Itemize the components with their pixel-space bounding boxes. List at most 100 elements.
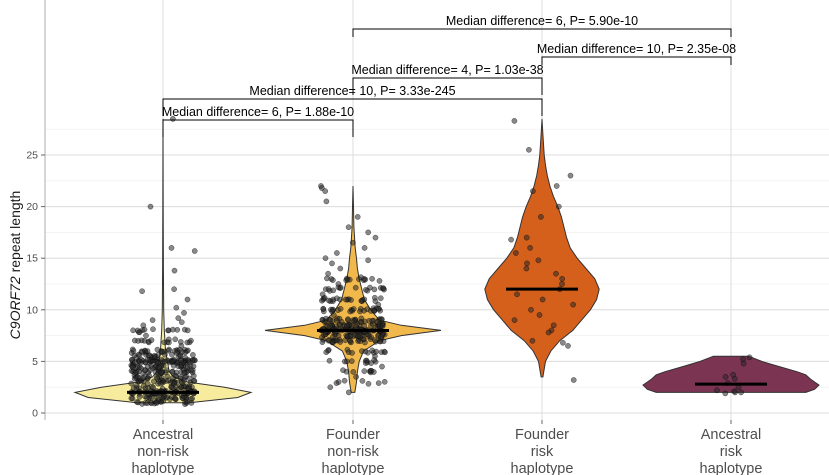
data-point xyxy=(155,396,162,403)
data-point xyxy=(329,260,335,267)
data-point xyxy=(511,317,518,323)
data-point xyxy=(323,198,330,205)
data-point xyxy=(371,294,378,301)
data-point xyxy=(149,317,156,323)
data-point xyxy=(186,385,192,392)
data-point xyxy=(322,188,329,194)
data-point xyxy=(320,306,327,312)
data-point xyxy=(150,326,156,333)
data-point xyxy=(177,339,184,345)
data-point xyxy=(173,304,180,311)
y-axis-label: C9ORF72 repeat length xyxy=(7,191,23,340)
data-point xyxy=(378,334,384,340)
data-point xyxy=(355,333,362,339)
data-point xyxy=(144,400,151,406)
data-point xyxy=(327,384,334,391)
data-point xyxy=(161,358,168,365)
data-point xyxy=(182,349,188,356)
data-point xyxy=(165,347,172,354)
data-point xyxy=(513,250,519,256)
x-tick-label-1: Founder non-risk haplotype xyxy=(322,427,385,475)
y-tick-label: 5 xyxy=(32,356,38,368)
data-point xyxy=(164,394,171,400)
data-point xyxy=(151,352,158,359)
data-point xyxy=(171,357,178,363)
x-tick-label-3: Ancestral risk haplotype xyxy=(700,427,763,475)
data-point xyxy=(375,380,382,386)
data-point xyxy=(341,358,348,365)
data-point xyxy=(139,288,145,295)
data-point xyxy=(722,390,729,397)
data-point xyxy=(535,257,542,264)
data-point xyxy=(560,339,566,346)
data-point xyxy=(130,385,137,391)
data-point xyxy=(523,265,530,272)
data-point xyxy=(361,276,367,282)
data-point xyxy=(550,322,557,329)
x-tick-label-2: Founder risk haplotype xyxy=(511,427,574,475)
y-tick-label: 0 xyxy=(32,408,38,420)
data-point xyxy=(171,286,177,293)
data-point xyxy=(511,118,518,124)
data-point xyxy=(559,275,566,282)
data-point xyxy=(362,286,369,293)
data-point xyxy=(169,375,176,381)
y-tick-label: 15 xyxy=(26,253,38,265)
data-point xyxy=(330,277,336,283)
data-point xyxy=(155,360,161,366)
data-point xyxy=(375,305,382,312)
data-point xyxy=(536,312,543,318)
data-point xyxy=(358,315,365,322)
data-point xyxy=(345,224,352,231)
data-point xyxy=(368,334,375,341)
data-point xyxy=(374,319,381,325)
data-point xyxy=(319,297,325,304)
data-point xyxy=(168,245,175,251)
data-point xyxy=(171,348,178,354)
bracket-label-2: Median difference= 4, P= 1.03e-38 xyxy=(351,63,543,77)
data-point xyxy=(344,276,351,283)
data-point xyxy=(373,348,380,355)
data-point xyxy=(173,369,180,376)
data-point xyxy=(379,363,385,370)
data-point xyxy=(353,374,359,380)
data-point xyxy=(348,358,355,364)
data-point xyxy=(530,188,536,194)
bracket-3 xyxy=(162,98,543,116)
data-point xyxy=(354,214,361,220)
data-point xyxy=(170,326,176,333)
data-point xyxy=(523,234,530,241)
violin-2 xyxy=(484,118,600,378)
data-point xyxy=(166,339,172,346)
data-point xyxy=(159,348,165,355)
data-point xyxy=(144,380,151,387)
data-point xyxy=(184,296,191,303)
bracket-label-1: Median difference= 10, P= 2.35e-08 xyxy=(537,42,736,56)
data-point xyxy=(341,377,348,384)
data-point xyxy=(714,387,720,394)
data-point xyxy=(570,377,577,383)
data-point xyxy=(186,359,193,366)
data-point xyxy=(157,380,164,387)
data-point xyxy=(538,214,544,220)
data-point xyxy=(539,296,546,303)
data-point xyxy=(136,375,143,381)
data-point xyxy=(559,281,565,287)
data-point xyxy=(337,339,344,345)
data-point xyxy=(177,375,184,382)
y-tick-label: 25 xyxy=(26,150,38,162)
data-point xyxy=(181,370,187,376)
data-point xyxy=(514,291,520,298)
data-point xyxy=(148,337,155,343)
data-point xyxy=(365,257,371,264)
data-point xyxy=(141,326,148,333)
data-point xyxy=(371,357,378,363)
data-point xyxy=(348,297,354,303)
data-point xyxy=(175,315,182,321)
data-point xyxy=(135,338,141,344)
bracket-0 xyxy=(352,28,732,37)
data-point xyxy=(134,399,140,405)
data-point xyxy=(191,248,198,254)
data-point xyxy=(372,234,379,241)
data-point xyxy=(528,306,534,313)
